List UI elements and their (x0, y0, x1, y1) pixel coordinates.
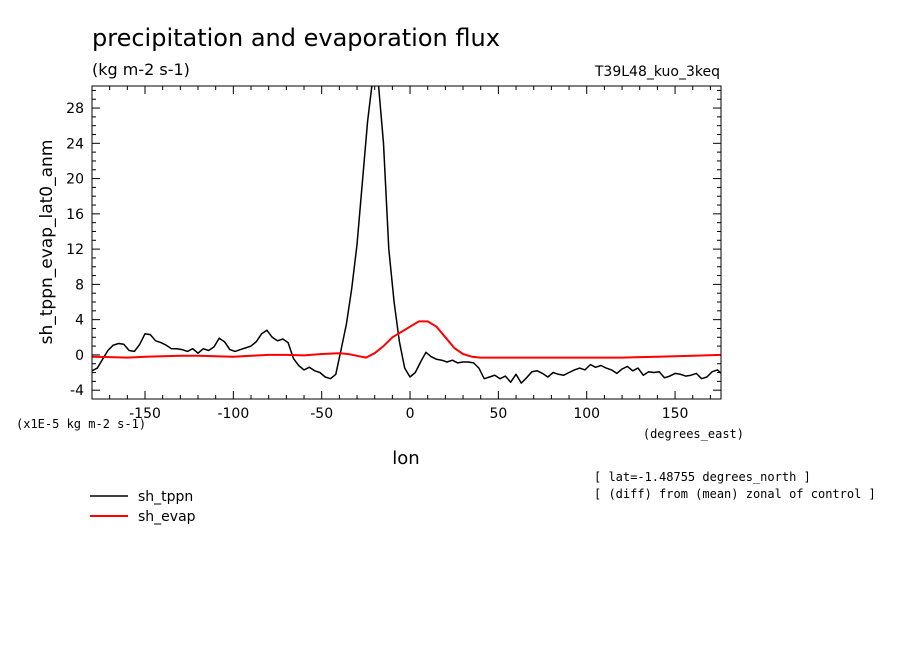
plot-frame (91, 85, 722, 400)
y-tick-label: 8 (75, 277, 84, 293)
annotation-latitude: [ lat=-1.48755 degrees_north ] (594, 470, 811, 484)
series-line-sh_tppn (92, 86, 721, 384)
x-tick-label: -150 (129, 406, 161, 422)
y-axis-label: sh_tppn_evap_lat0_anm (37, 140, 57, 345)
x-tick-label: 100 (573, 406, 600, 422)
y-tick-label: -4 (70, 383, 84, 399)
legend: sh_tppn sh_evap (90, 489, 196, 525)
x-tick-label: 0 (406, 406, 415, 422)
chart-title: precipitation and evaporation flux (92, 24, 500, 52)
y-tick-label: 12 (66, 242, 84, 258)
x-axis-label: lon (392, 448, 419, 469)
annotation-diff: [ (diff) from (mean) zonal of control ] (594, 487, 876, 501)
x-axis-units: (degrees_east) (643, 427, 744, 441)
series-layer (92, 86, 721, 384)
y-tick-label: 16 (66, 207, 84, 223)
series-line-sh_evap (92, 320, 721, 359)
y-tick-label: 28 (66, 101, 84, 117)
axis-ticks (92, 86, 721, 399)
y-tick-label: 20 (66, 172, 84, 188)
y-scale-label: (x1E-5 kg m-2 s-1) (16, 417, 146, 431)
y-tick-label: 4 (75, 313, 84, 329)
x-tick-label: -100 (217, 406, 249, 422)
chart-subtitle: (kg m-2 s-1) (92, 60, 190, 79)
y-tick-label: 24 (66, 136, 84, 152)
axis-tick-labels: -150 -100 -50 0 50 100 150 -4 0 4 8 12 16 20 24 28 (66, 101, 688, 422)
x-tick-label: 150 (662, 406, 689, 422)
experiment-label: T39L48_kuo_3keq (594, 64, 720, 80)
y-tick-label: 0 (75, 348, 84, 364)
x-tick-label: 50 (489, 406, 507, 422)
x-tick-label: -50 (310, 406, 333, 422)
legend-label-sh_evap: sh_evap (138, 509, 196, 525)
legend-label-sh_tppn: sh_tppn (138, 489, 193, 505)
